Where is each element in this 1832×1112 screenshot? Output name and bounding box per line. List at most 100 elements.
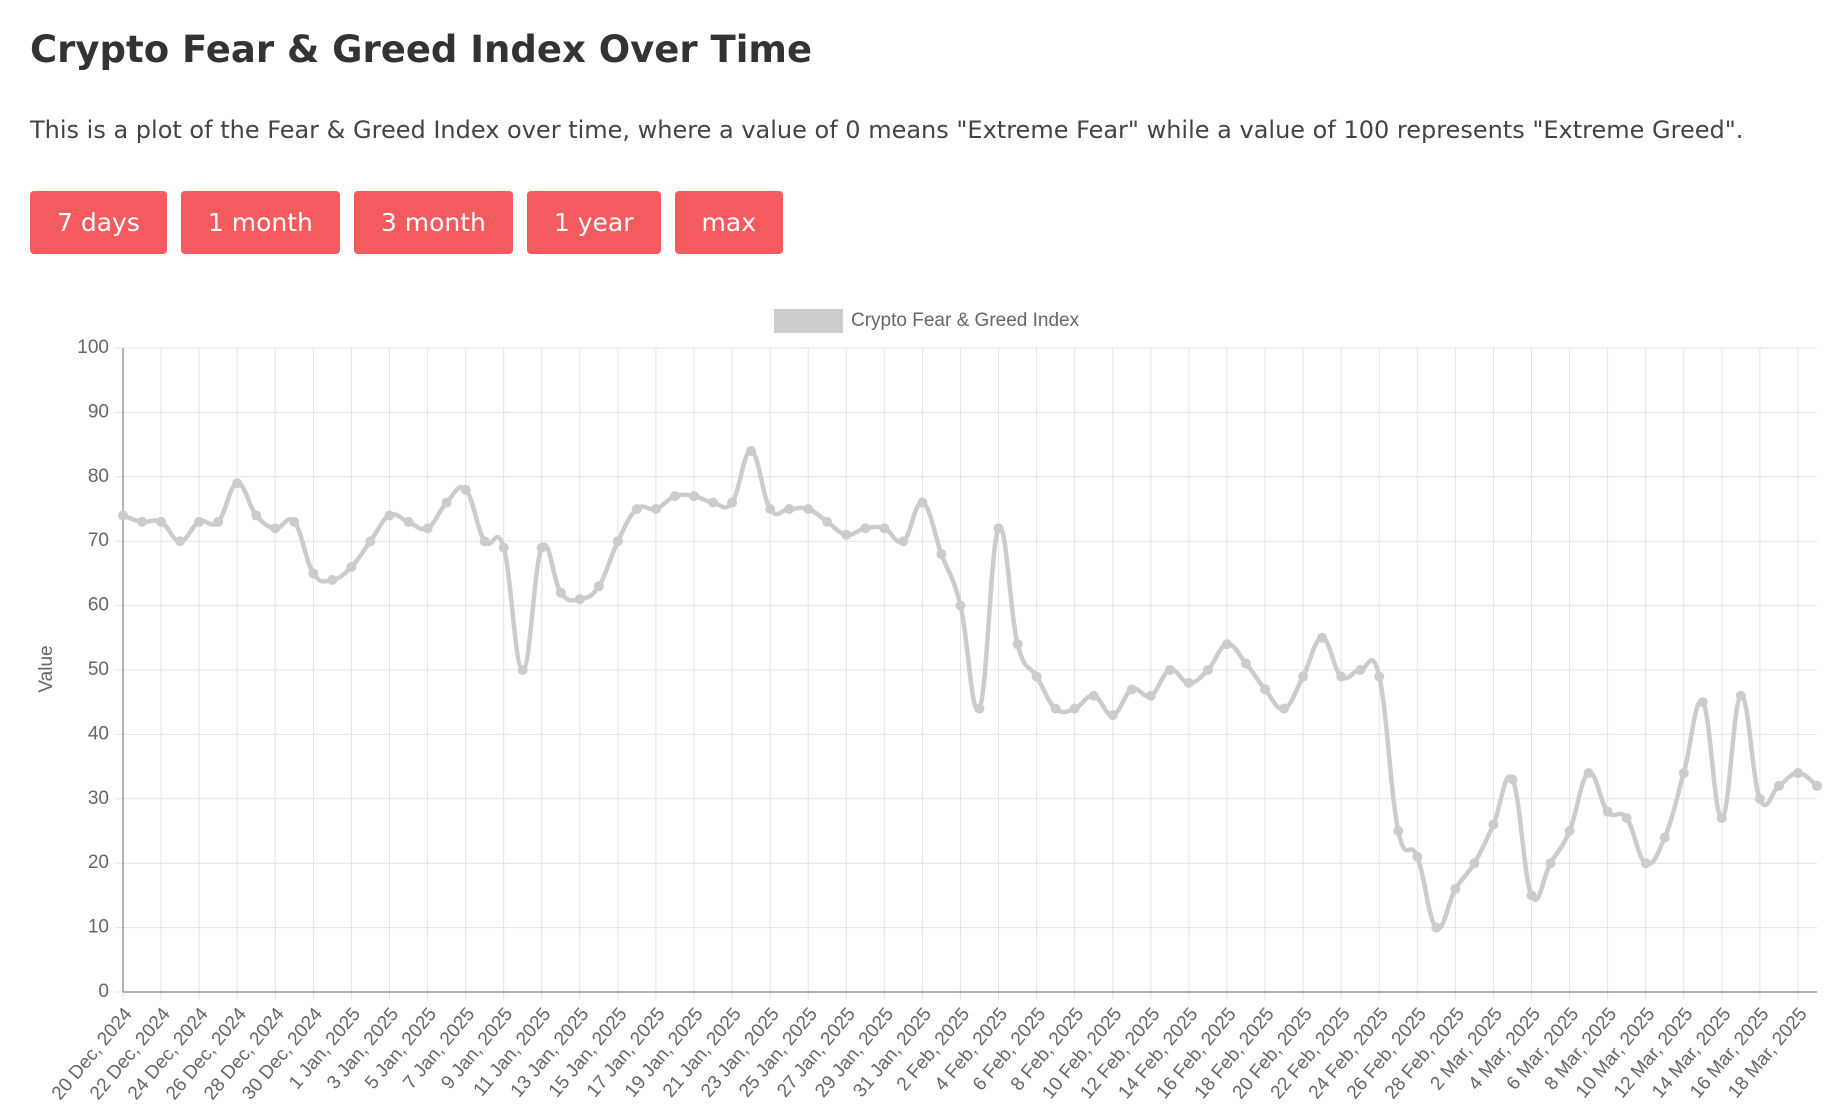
- data-point: [384, 510, 395, 521]
- data-point: [441, 497, 452, 508]
- data-point: [1697, 697, 1708, 708]
- data-point: [1526, 890, 1537, 901]
- y-tick-label: 20: [88, 852, 109, 873]
- data-point: [156, 516, 167, 527]
- data-point: [1678, 768, 1689, 779]
- data-point: [1088, 690, 1099, 701]
- data-point: [974, 703, 985, 714]
- y-tick-label: 30: [88, 788, 109, 809]
- data-point: [1107, 710, 1118, 721]
- data-point: [898, 536, 909, 547]
- data-point: [479, 536, 490, 547]
- data-point: [1792, 768, 1803, 779]
- range-buttons: 7 days 1 month 3 month 1 year max: [30, 191, 783, 254]
- data-point: [1260, 684, 1271, 695]
- data-point: [1298, 671, 1309, 682]
- data-point: [708, 497, 719, 508]
- data-point: [251, 510, 262, 521]
- data-point: [1640, 858, 1651, 869]
- data-point: [1202, 665, 1213, 675]
- y-tick-label: 70: [88, 530, 109, 551]
- data-point: [803, 504, 814, 514]
- data-point: [1126, 684, 1137, 695]
- data-point: [1069, 703, 1080, 714]
- y-tick-label: 60: [88, 595, 109, 616]
- legend-label: Crypto Fear & Greed Index: [851, 310, 1080, 331]
- data-point: [460, 484, 471, 495]
- data-point: [232, 478, 243, 489]
- series-line: [122, 448, 1819, 931]
- data-point: [917, 497, 928, 508]
- data-point: [403, 516, 414, 527]
- data-point: [784, 504, 795, 514]
- data-point: [1450, 883, 1461, 894]
- data-point: [1659, 832, 1670, 843]
- data-point: [1031, 671, 1042, 682]
- data-point: [1812, 780, 1822, 791]
- y-tick-label: 40: [88, 723, 109, 744]
- data-point: [1221, 639, 1232, 650]
- legend-swatch: [774, 309, 843, 333]
- data-point: [118, 510, 128, 521]
- data-point: [1145, 690, 1156, 701]
- data-point: [1279, 703, 1290, 714]
- data-point: [727, 497, 738, 508]
- data-point: [1583, 768, 1594, 779]
- data-point: [365, 536, 376, 547]
- y-tick-label: 80: [88, 466, 109, 487]
- y-tick-label: 50: [88, 659, 109, 680]
- data-point: [1050, 703, 1061, 714]
- data-point: [1488, 819, 1499, 830]
- data-point: [1336, 671, 1347, 682]
- data-point: [993, 523, 1004, 534]
- data-point: [213, 516, 224, 527]
- data-point: [1564, 826, 1575, 836]
- range-button[interactable]: 3 month: [353, 191, 513, 254]
- data-point: [194, 516, 205, 527]
- data-point: [1754, 793, 1765, 804]
- data-point: [1240, 658, 1251, 669]
- data-point: [498, 542, 509, 553]
- data-point: [1469, 858, 1480, 869]
- data-point: [555, 587, 566, 598]
- data-point: [879, 523, 890, 534]
- data-point: [936, 549, 947, 560]
- data-point: [1716, 813, 1727, 824]
- data-point: [137, 516, 148, 527]
- data-point: [1735, 690, 1746, 701]
- y-axis-label: Value: [36, 645, 57, 692]
- data-point: [822, 516, 833, 527]
- data-point: [1393, 826, 1404, 836]
- data-point: [860, 523, 871, 534]
- data-point: [746, 446, 757, 457]
- data-point: [955, 600, 966, 611]
- range-button[interactable]: 1 month: [180, 191, 340, 254]
- data-point: [175, 536, 186, 547]
- data-point: [1412, 851, 1423, 862]
- range-button[interactable]: 1 year: [526, 191, 661, 254]
- y-tick-label: 0: [98, 981, 109, 1002]
- data-point: [765, 504, 776, 514]
- page-title: Crypto Fear & Greed Index Over Time: [30, 28, 813, 71]
- data-point: [669, 491, 680, 502]
- data-point: [1431, 922, 1442, 933]
- data-point: [1164, 665, 1175, 675]
- data-point: [1507, 774, 1518, 785]
- data-point: [422, 523, 433, 534]
- data-point: [346, 561, 357, 572]
- data-point: [689, 491, 700, 502]
- data-point: [1602, 806, 1613, 817]
- data-point: [1317, 632, 1328, 643]
- data-point: [1355, 665, 1366, 675]
- range-button[interactable]: max: [674, 191, 783, 254]
- data-point: [1183, 677, 1194, 688]
- data-point: [517, 665, 528, 675]
- data-point: [612, 536, 623, 547]
- data-point: [289, 516, 300, 527]
- data-point: [1621, 813, 1632, 824]
- data-point: [593, 581, 604, 592]
- description: This is a plot of the Fear & Greed Index…: [30, 116, 1744, 144]
- range-button[interactable]: 7 days: [30, 191, 167, 254]
